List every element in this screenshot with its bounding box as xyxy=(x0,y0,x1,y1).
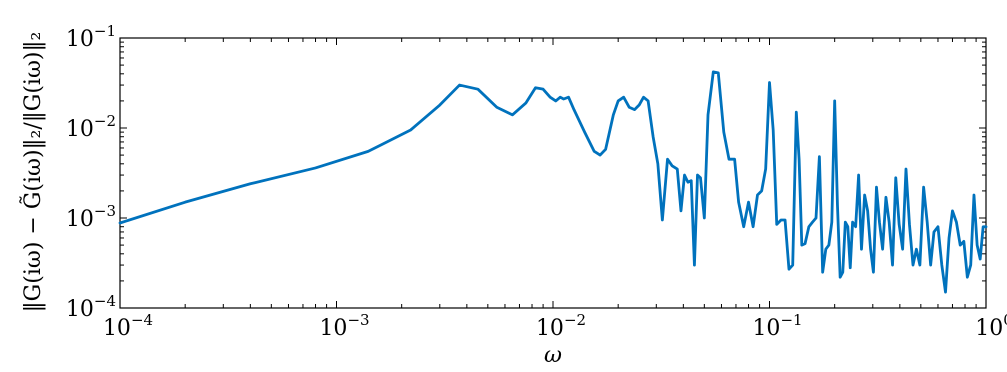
x-tick-label-base: 10 xyxy=(103,316,131,341)
x-tick-label: 100 xyxy=(975,311,1007,341)
x-tick-label: 10−2 xyxy=(536,311,586,341)
y-tick-label: 10−1 xyxy=(66,22,116,52)
x-tick-label-exponent: 0 xyxy=(1003,311,1007,329)
y-tick-label-exponent: −3 xyxy=(94,202,116,220)
axis-ticks xyxy=(119,37,987,309)
x-tick-label-exponent: −4 xyxy=(131,311,153,329)
y-tick-label-base: 10 xyxy=(66,207,94,232)
x-tick-label-exponent: −1 xyxy=(780,311,802,329)
y-tick-label: 10−4 xyxy=(66,292,116,322)
x-tick-label: 10−3 xyxy=(319,311,369,341)
plot-frame xyxy=(119,37,987,309)
tick-labels: 10−410−310−210−110010−410−310−210−1 xyxy=(66,22,1007,341)
x-tick-label: 10−4 xyxy=(103,311,153,341)
y-tick-label-base: 10 xyxy=(66,117,94,142)
y-tick-label-exponent: −1 xyxy=(94,22,116,40)
y-tick-label-exponent: −4 xyxy=(94,292,116,310)
x-axis-label: ω xyxy=(544,343,562,368)
x-tick-label-base: 10 xyxy=(536,316,564,341)
y-tick-label-exponent: −2 xyxy=(94,112,116,130)
x-tick-label-base: 10 xyxy=(319,316,347,341)
y-tick-label-base: 10 xyxy=(66,27,94,52)
y-tick-label: 10−3 xyxy=(66,202,116,232)
x-tick-label-base: 10 xyxy=(975,316,1003,341)
x-tick-label-base: 10 xyxy=(752,316,780,341)
series-line xyxy=(118,70,988,294)
y-tick-label-base: 10 xyxy=(66,297,94,322)
x-tick-label-exponent: −2 xyxy=(564,311,586,329)
x-tick-label-exponent: −3 xyxy=(347,311,369,329)
x-tick-label: 10−1 xyxy=(752,311,802,341)
y-axis-label-text: ‖G(iω) − G̃(iω)‖₂/‖G(iω)‖₂ xyxy=(20,32,46,313)
y-axis-label: ‖G(iω) − G̃(iω)‖₂/‖G(iω)‖₂ xyxy=(20,32,46,313)
y-tick-label: 10−2 xyxy=(66,112,116,142)
